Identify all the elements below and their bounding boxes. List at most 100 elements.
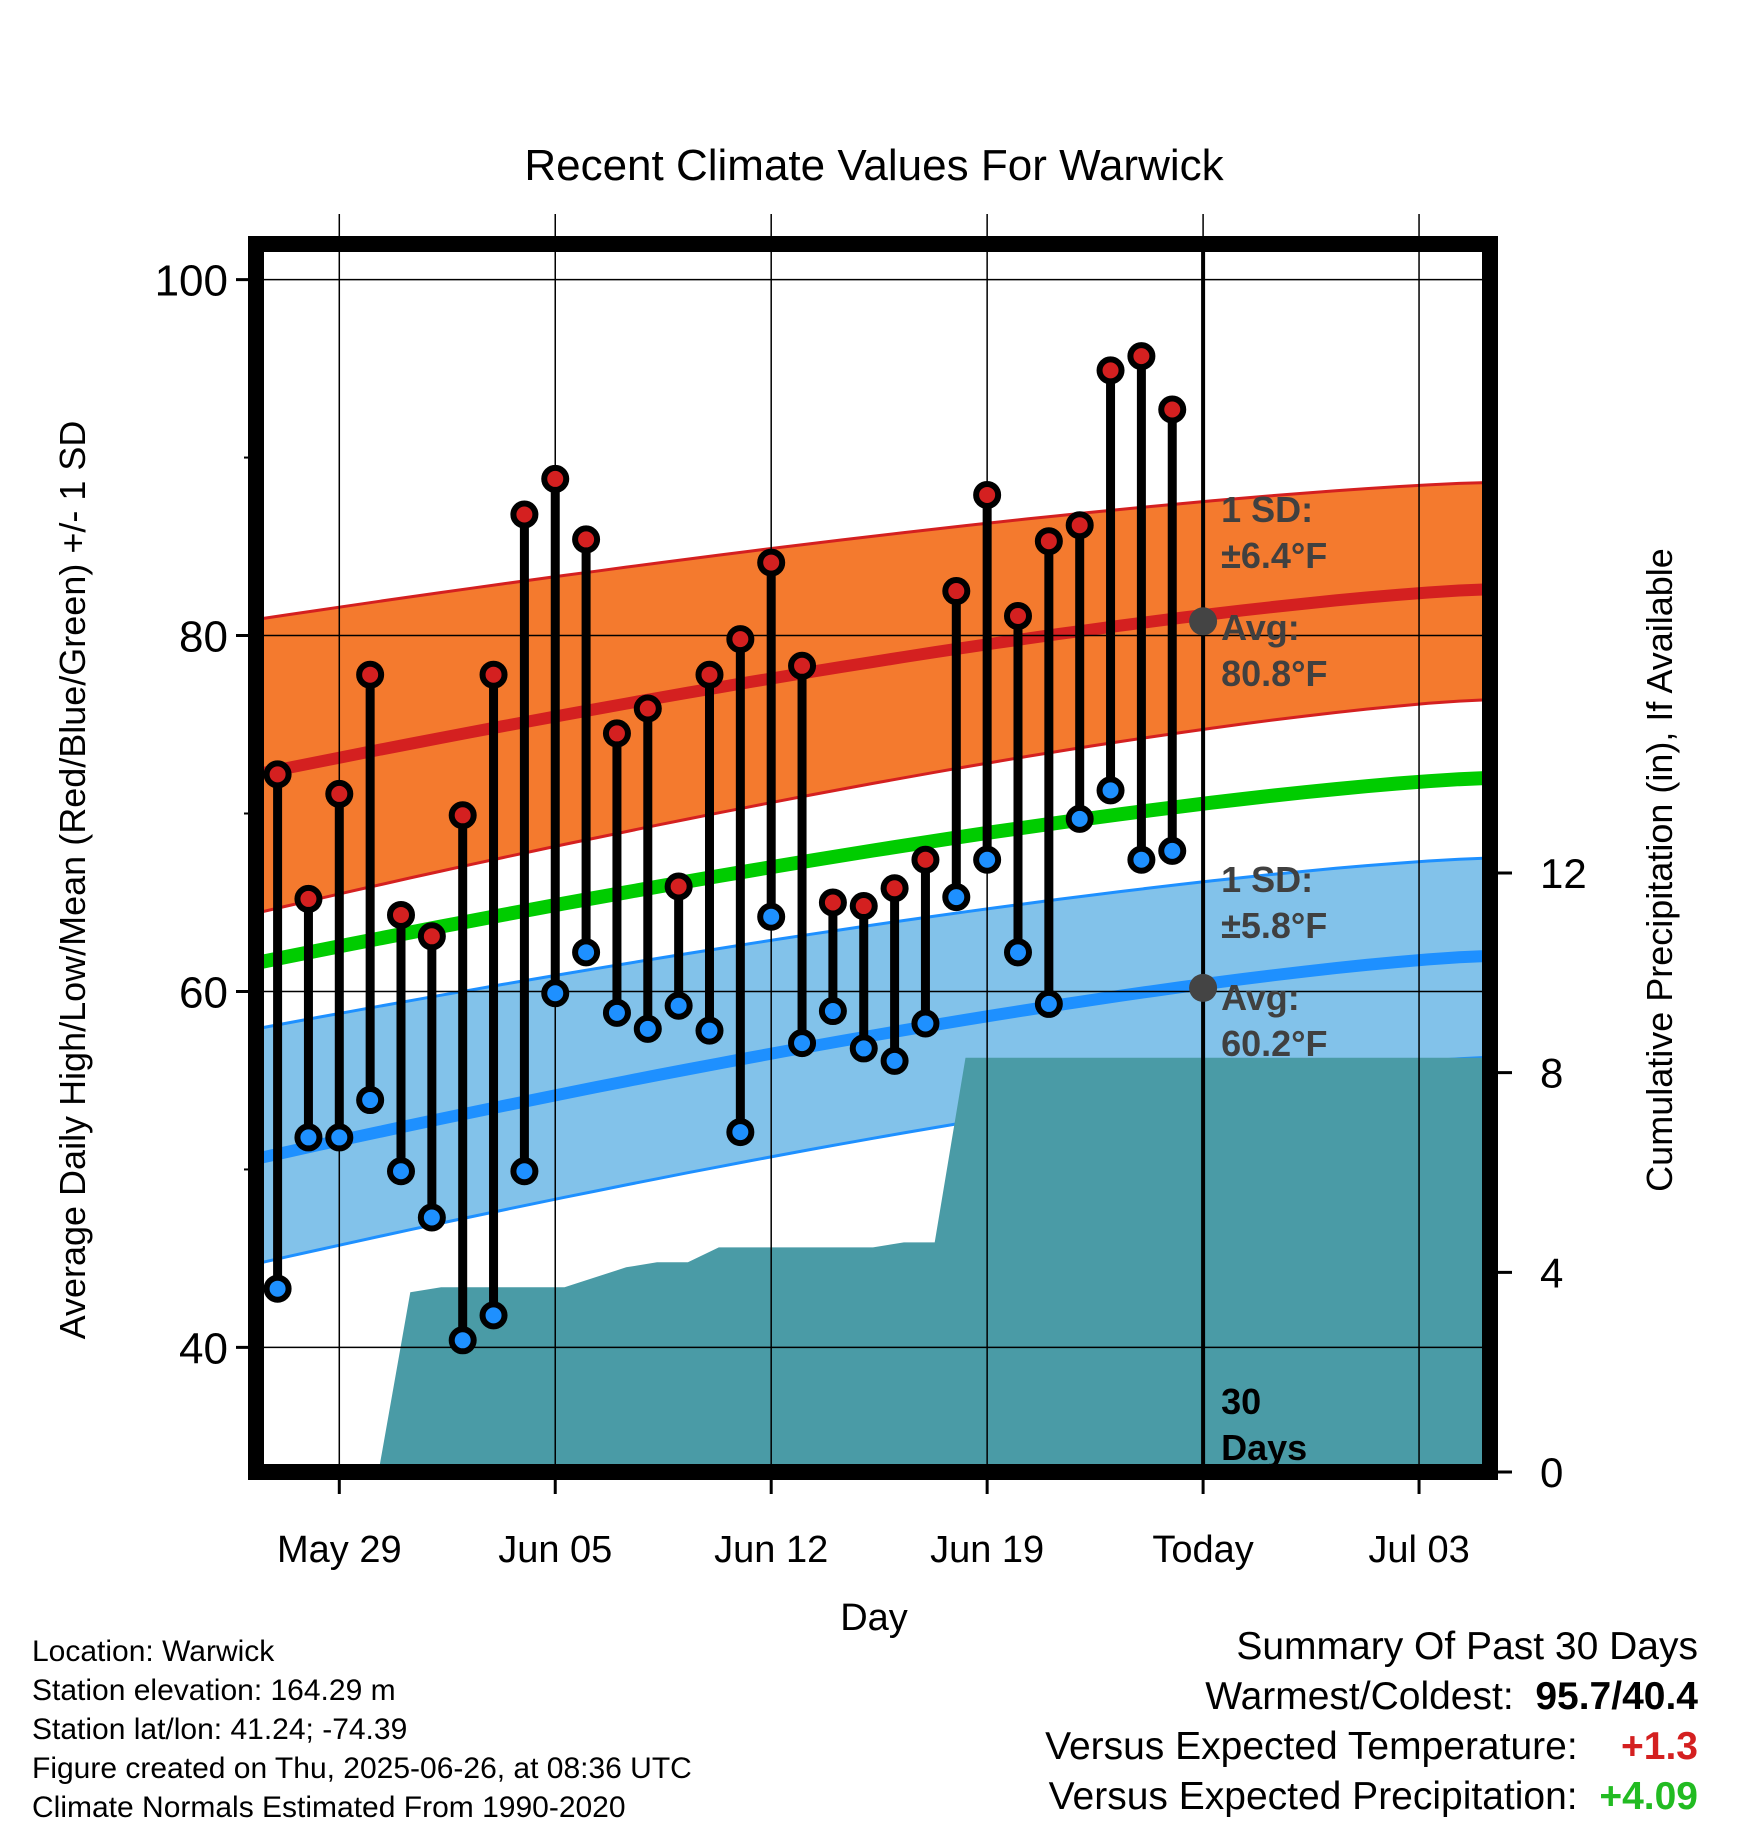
x-axis-label: Day [840, 1597, 908, 1639]
high-point [479, 660, 508, 689]
precip-area [256, 1057, 1490, 1472]
low-point [572, 938, 601, 967]
y-tick-label: 80 [179, 613, 228, 662]
y2-axis-label: Cumulative Precipitation (in), If Availa… [1639, 548, 1680, 1192]
low-point [1034, 989, 1063, 1018]
low-point [726, 1118, 755, 1147]
high-point [1158, 395, 1187, 424]
summary-warm-cold-value: 95.7/40.4 [1535, 1675, 1698, 1718]
summary-warm-cold-label: Warmest/Coldest: [1205, 1675, 1514, 1718]
low-point [633, 1014, 662, 1043]
high-sd-band [256, 482, 1490, 914]
y2-tick-label: 4 [1540, 1249, 1563, 1296]
high-point [664, 872, 693, 901]
low-point [1127, 845, 1156, 874]
low-point [325, 1123, 354, 1152]
low-point [448, 1326, 477, 1355]
low-sd-band [256, 858, 1490, 1264]
station-info: Location: Warwick Station elevation: 164… [32, 1632, 692, 1827]
summary-panel: Summary Of Past 30 Days Warmest/Coldest:… [1045, 1622, 1698, 1822]
high-sd-label: 1 SD: [1221, 489, 1313, 530]
high-avg-value: 80.8°F [1221, 653, 1327, 694]
low-point [1158, 836, 1187, 865]
high-point [602, 719, 631, 748]
low-point [1065, 804, 1094, 833]
low-point [356, 1086, 385, 1115]
high-point [417, 922, 446, 951]
high-point [325, 779, 354, 808]
days-label-text: Days [1221, 1427, 1307, 1468]
low-point [602, 998, 631, 1027]
high-point [263, 760, 292, 789]
y-tick-label: 60 [179, 968, 228, 1017]
low-point [757, 902, 786, 931]
plot-area: 1 SD: ±6.4°F Avg: 80.8°F 1 SD: ±5.8°F Avg: 60.2… [155, 214, 1587, 1571]
high-point [849, 892, 878, 921]
info-location: Location: Warwick [32, 1635, 275, 1668]
summary-temp-value: +1.3 [1621, 1725, 1698, 1768]
low-avg-value: 60.2°F [1221, 1023, 1327, 1064]
high-point [726, 625, 755, 654]
high-point [633, 694, 662, 723]
high-normal-line [254, 583, 1491, 781]
low-point [973, 845, 1002, 874]
high-point [973, 480, 1002, 509]
x-tick-label: Jun 12 [714, 1529, 828, 1571]
info-normals: Climate Normals Estimated From 1990-2020 [32, 1791, 626, 1824]
high-point [541, 464, 570, 493]
high-point [942, 577, 971, 606]
high-point [448, 801, 477, 830]
low-point [1096, 776, 1125, 805]
summary-temp: Versus Expected Temperature: +1.3 [1045, 1722, 1698, 1772]
low-point [386, 1157, 415, 1186]
x-tick-label: Jun 05 [498, 1529, 612, 1571]
low-point [880, 1046, 909, 1075]
low-point [417, 1203, 446, 1232]
x-tick-label: May 29 [277, 1529, 402, 1571]
y-tick-label: 100 [155, 257, 228, 306]
low-avg-label: Avg: [1221, 977, 1300, 1018]
high-point [788, 651, 817, 680]
today-high-avg-marker [1189, 607, 1218, 636]
y2-tick-label: 12 [1540, 850, 1587, 897]
x-tick-label: Jul 03 [1368, 1529, 1469, 1571]
high-point [911, 845, 940, 874]
low-point [541, 979, 570, 1008]
high-point [1127, 342, 1156, 371]
low-point [849, 1034, 878, 1063]
summary-warm-cold: Warmest/Coldest: 95.7/40.4 [1045, 1672, 1698, 1722]
high-point [294, 884, 323, 913]
info-created: Figure created on Thu, 2025-06-26, at 08… [32, 1752, 692, 1785]
summary-precip-value: +4.09 [1599, 1775, 1698, 1818]
high-point [356, 660, 385, 689]
y-tick-label: 40 [179, 1324, 228, 1373]
y2-tick-label: 8 [1540, 1050, 1563, 1097]
x-tick-label: Jun 19 [930, 1529, 1044, 1571]
low-sd-label: 1 SD: [1221, 859, 1313, 900]
high-point [386, 900, 415, 929]
high-point [757, 548, 786, 577]
summary-title: Summary Of Past 30 Days [1236, 1625, 1698, 1668]
summary-precip-label: Versus Expected Precipitation: [1048, 1775, 1578, 1818]
low-point [294, 1123, 323, 1152]
summary-precip: Versus Expected Precipitation: +4.09 [1045, 1772, 1698, 1822]
high-point [1096, 356, 1125, 385]
low-point [510, 1157, 539, 1186]
info-latlon: Station lat/lon: 41.24; -74.39 [32, 1713, 408, 1746]
high-point [510, 500, 539, 529]
low-point [479, 1301, 508, 1330]
high-point [1065, 511, 1094, 540]
low-point [911, 1009, 940, 1038]
low-point [942, 883, 971, 912]
high-point [695, 660, 724, 689]
high-point [880, 874, 909, 903]
high-avg-label: Avg: [1221, 607, 1300, 648]
info-elevation: Station elevation: 164.29 m [32, 1674, 396, 1707]
summary-temp-label: Versus Expected Temperature: [1045, 1725, 1578, 1768]
high-sd-upper-line [255, 481, 1491, 621]
low-sd-value: ±5.8°F [1221, 905, 1327, 946]
high-point [1034, 527, 1063, 556]
y2-tick-label: 0 [1540, 1449, 1563, 1496]
high-sd-value: ±6.4°F [1221, 535, 1327, 576]
